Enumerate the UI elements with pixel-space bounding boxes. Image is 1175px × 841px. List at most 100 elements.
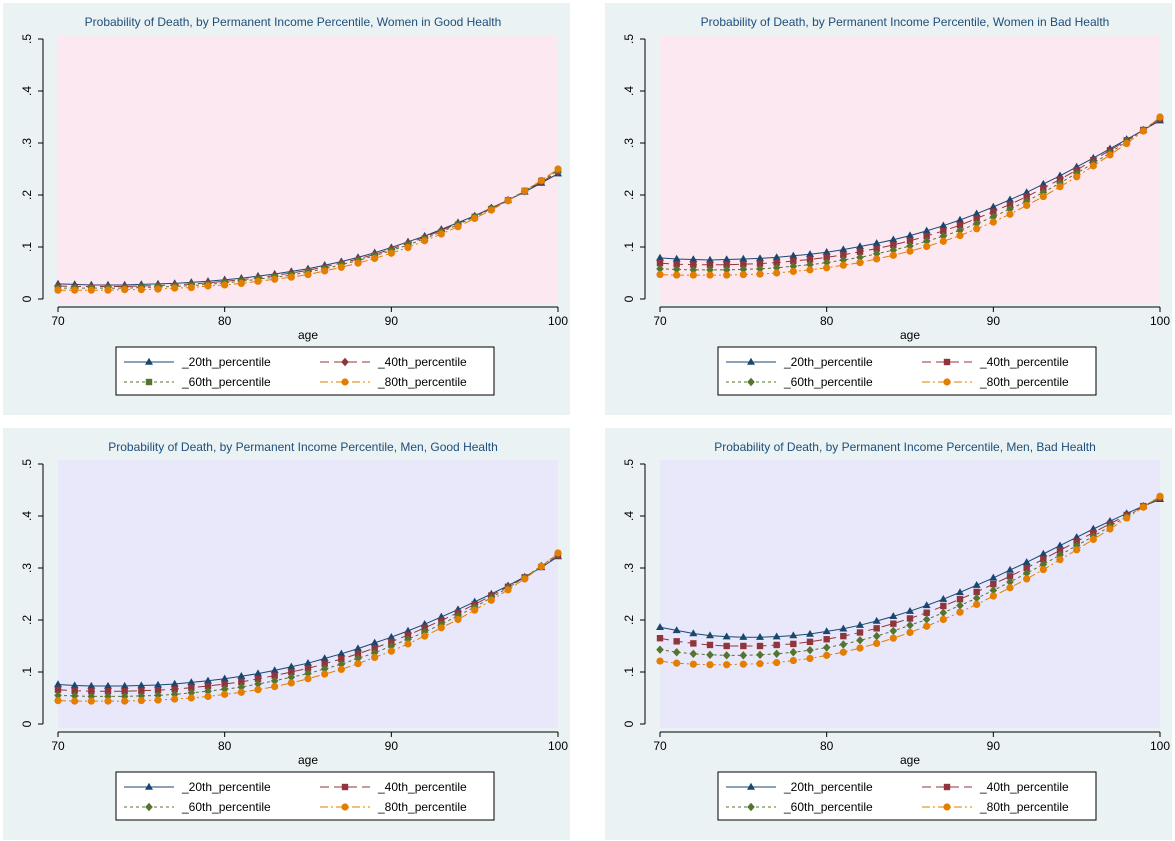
data-point bbox=[939, 595, 948, 602]
data-point bbox=[689, 649, 698, 658]
data-point bbox=[271, 682, 279, 691]
data-point bbox=[137, 697, 145, 705]
data-point bbox=[554, 549, 562, 557]
data-point bbox=[387, 647, 395, 655]
data-point bbox=[1006, 565, 1014, 573]
data-point bbox=[1056, 541, 1064, 549]
data-point bbox=[204, 692, 212, 701]
data-point bbox=[840, 632, 847, 640]
data-point bbox=[171, 685, 178, 693]
data-point bbox=[170, 690, 179, 699]
data-point bbox=[673, 271, 681, 279]
data-point bbox=[237, 671, 246, 679]
data-point bbox=[254, 675, 262, 682]
data-point bbox=[706, 631, 714, 639]
data-point bbox=[54, 686, 62, 693]
data-point bbox=[772, 263, 781, 272]
x-tick-label: 80 bbox=[218, 739, 232, 753]
x-axis-label: age bbox=[900, 328, 920, 342]
y-tick-label: .2 bbox=[622, 615, 636, 625]
legend-label: _20th_percentile bbox=[783, 355, 873, 369]
y-tick-label: .4 bbox=[20, 86, 34, 96]
data-point bbox=[238, 678, 245, 686]
data-point bbox=[923, 242, 931, 251]
data-point bbox=[371, 644, 378, 652]
data-point bbox=[939, 221, 948, 229]
data-point bbox=[672, 626, 681, 634]
legend-marker bbox=[943, 803, 951, 811]
y-tick-label: .1 bbox=[20, 242, 34, 252]
y-tick-label: .3 bbox=[622, 563, 636, 573]
data-point bbox=[54, 691, 62, 700]
data-point bbox=[170, 679, 179, 687]
data-point bbox=[806, 266, 814, 274]
data-point bbox=[789, 631, 798, 639]
data-point bbox=[1039, 192, 1047, 201]
data-point bbox=[773, 259, 780, 266]
legend-label: _20th_percentile bbox=[181, 780, 271, 794]
chart-panel-women-bad-health: Probability of Death, by Permanent Incom… bbox=[605, 3, 1172, 415]
legend-label: _40th_percentile bbox=[377, 355, 467, 369]
data-point bbox=[1106, 525, 1114, 533]
data-point bbox=[504, 586, 512, 594]
data-point bbox=[471, 214, 479, 222]
data-point bbox=[220, 674, 229, 682]
data-point bbox=[706, 271, 714, 279]
data-point bbox=[104, 697, 112, 705]
data-point bbox=[823, 264, 831, 272]
chart-panel-women-good-health: Probability of Death, by Permanent Incom… bbox=[3, 3, 570, 415]
data-point bbox=[354, 660, 362, 668]
y-tick-label: 0 bbox=[622, 720, 636, 727]
data-point bbox=[1006, 210, 1014, 218]
data-point bbox=[1139, 127, 1147, 135]
data-point bbox=[221, 281, 229, 289]
data-point bbox=[387, 632, 396, 640]
data-point bbox=[839, 640, 848, 649]
legend-marker bbox=[341, 803, 349, 811]
x-tick-label: 90 bbox=[385, 739, 399, 753]
data-point bbox=[138, 687, 145, 694]
data-point bbox=[989, 212, 998, 222]
y-tick-label: .1 bbox=[20, 667, 34, 677]
x-tick-label: 90 bbox=[987, 739, 1001, 753]
data-point bbox=[521, 575, 529, 583]
legend: _20th_percentile _40th_percentile _60th_pe… bbox=[115, 346, 495, 396]
data-point bbox=[922, 237, 931, 246]
data-point bbox=[740, 260, 747, 268]
data-point bbox=[321, 267, 329, 275]
legend-label: _80th_percentile bbox=[377, 800, 467, 814]
data-point bbox=[772, 649, 781, 658]
legend-label: _40th_percentile bbox=[979, 780, 1069, 794]
data-point bbox=[656, 635, 664, 642]
y-tick-label: .2 bbox=[622, 190, 636, 200]
data-point bbox=[471, 606, 479, 614]
data-point bbox=[137, 681, 146, 689]
y-tick-label: .2 bbox=[20, 190, 34, 200]
y-tick-label: .5 bbox=[622, 34, 636, 44]
data-point bbox=[1040, 555, 1047, 563]
data-point bbox=[756, 270, 764, 278]
data-point bbox=[1089, 535, 1097, 543]
data-point bbox=[70, 681, 79, 689]
data-point bbox=[872, 249, 881, 258]
data-point bbox=[956, 231, 964, 240]
plot-area bbox=[660, 460, 1160, 728]
data-point bbox=[54, 680, 62, 688]
data-point bbox=[939, 615, 947, 624]
data-point bbox=[739, 265, 748, 274]
plot-area bbox=[660, 35, 1160, 303]
data-point bbox=[454, 615, 462, 624]
data-point bbox=[120, 681, 129, 689]
data-point bbox=[404, 640, 412, 648]
data-point bbox=[673, 260, 680, 268]
data-point bbox=[706, 641, 714, 649]
x-tick-label: 100 bbox=[1150, 739, 1170, 753]
data-point bbox=[756, 642, 764, 650]
data-point bbox=[304, 669, 312, 678]
legend-label: _20th_percentile bbox=[181, 355, 271, 369]
data-point bbox=[722, 632, 731, 640]
data-point bbox=[922, 601, 931, 609]
chart-svg: Probability of Death, by Permanent Incom… bbox=[622, 15, 1170, 396]
chart-svg: Probability of Death, by Permanent Incom… bbox=[20, 440, 568, 821]
y-tick-label: .3 bbox=[622, 138, 636, 148]
